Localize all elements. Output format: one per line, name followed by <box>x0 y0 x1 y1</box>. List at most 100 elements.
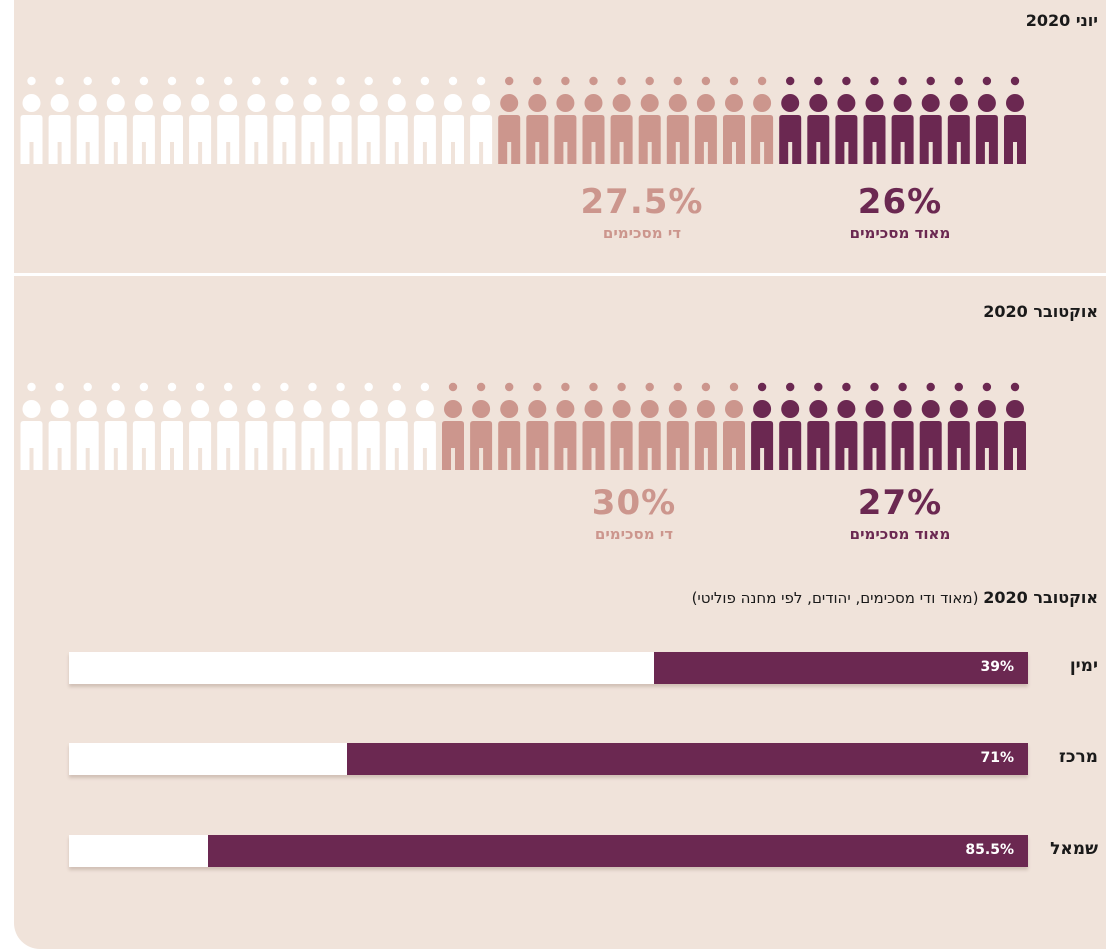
october-person-icon <box>554 382 577 470</box>
june-person-icon <box>413 76 436 164</box>
people-row-october <box>20 382 1026 470</box>
october-person-icon <box>947 382 970 470</box>
june-person-icon <box>779 76 802 164</box>
october-person-icon <box>301 382 324 470</box>
october-person-icon <box>526 382 549 470</box>
very-agree-pct-october: 27% <box>857 483 943 523</box>
june-person-icon <box>919 76 942 164</box>
june-person-icon <box>975 76 998 164</box>
june-person-icon <box>20 76 43 164</box>
october-person-icon <box>161 382 183 470</box>
october-person-icon <box>217 382 240 470</box>
bar-track-right: 39% <box>69 652 1028 684</box>
october-person-icon <box>694 382 717 470</box>
june-person-icon <box>947 76 970 164</box>
june-person-icon <box>751 76 774 164</box>
october-person-icon <box>498 382 521 470</box>
october-person-icon <box>385 382 408 470</box>
people-row-june <box>20 76 1026 164</box>
october-person-icon <box>1004 382 1026 470</box>
june-person-icon <box>245 76 268 164</box>
bars-section-title-note: (מאוד ודי מסכימים, יהודים, לפי מחנה פולי… <box>691 589 979 607</box>
june-person-icon <box>498 76 521 164</box>
somewhat-agree-label-june: די מסכימים <box>602 224 682 242</box>
somewhat-agree-pct-october: 30% <box>591 483 677 523</box>
october-person-icon <box>76 382 99 470</box>
june-person-icon <box>104 76 127 164</box>
june-person-icon <box>638 76 661 164</box>
june-person-icon <box>807 76 830 164</box>
bar-fill-center: 71% <box>347 743 1028 775</box>
october-person-icon <box>470 382 493 470</box>
june-person-icon <box>694 76 717 164</box>
panel-title-june: יוני 2020 <box>1025 11 1098 30</box>
panel-title-october: אוקטובר 2020 <box>983 302 1098 321</box>
october-person-icon <box>919 382 942 470</box>
june-person-icon <box>554 76 577 164</box>
june-person-icon <box>76 76 99 164</box>
june-person-icon <box>217 76 240 164</box>
october-person-icon <box>132 382 155 470</box>
october-person-icon <box>666 382 689 470</box>
october-person-icon <box>638 382 661 470</box>
june-person-icon <box>1004 76 1026 164</box>
october-person-icon <box>413 382 436 470</box>
bar-fill-right: 39% <box>654 652 1028 684</box>
bar-row-right: 39% ימין <box>14 652 1106 686</box>
october-person-icon <box>48 382 71 470</box>
october-person-icon <box>610 382 633 470</box>
october-person-icon <box>807 382 830 470</box>
bar-label-center: מרכז <box>1059 747 1098 767</box>
october-person-icon <box>329 382 352 470</box>
june-person-icon <box>666 76 689 164</box>
october-person-icon <box>891 382 914 470</box>
june-person-icon <box>582 76 605 164</box>
october-person-icon <box>189 382 212 470</box>
bar-value-center: 71% <box>980 750 1014 766</box>
october-person-icon <box>835 382 858 470</box>
october-person-icon <box>442 382 464 470</box>
somewhat-agree-label-october: די מסכימים <box>594 525 674 543</box>
october-person-icon <box>104 382 127 470</box>
june-person-icon <box>891 76 914 164</box>
june-person-icon <box>526 76 549 164</box>
bar-label-left: שמאל <box>1050 839 1098 859</box>
june-person-icon <box>273 76 296 164</box>
very-agree-pct-june: 26% <box>857 182 943 222</box>
very-agree-label-october: מאוד מסכימים <box>849 525 951 543</box>
october-person-icon <box>723 382 745 470</box>
june-person-icon <box>161 76 183 164</box>
october-person-icon <box>863 382 886 470</box>
june-person-icon <box>863 76 886 164</box>
very-agree-stat-october: 27% מאוד מסכימים <box>820 484 980 544</box>
bar-label-right: ימין <box>1069 656 1098 676</box>
june-person-icon <box>329 76 352 164</box>
october-person-icon <box>779 382 802 470</box>
bar-row-left: 85.5% שמאל <box>14 835 1106 869</box>
june-person-icon <box>132 76 155 164</box>
somewhat-agree-stat-october: 30% די מסכימים <box>554 484 714 544</box>
june-person-icon <box>610 76 633 164</box>
june-person-icon <box>301 76 324 164</box>
bars-section-title-date: אוקטובר 2020 <box>983 588 1098 607</box>
bar-value-right: 39% <box>980 659 1014 675</box>
panel-divider <box>14 273 1106 276</box>
bars-section-title: אוקטובר 2020 (מאוד ודי מסכימים, יהודים, … <box>692 588 1098 607</box>
somewhat-agree-stat-june: 27.5% די מסכימים <box>562 183 722 243</box>
october-person-icon <box>357 382 380 470</box>
october-person-icon <box>245 382 268 470</box>
june-person-icon <box>442 76 464 164</box>
october-person-icon <box>20 382 43 470</box>
june-person-icon <box>357 76 380 164</box>
october-person-icon <box>975 382 998 470</box>
october-person-icon <box>273 382 296 470</box>
very-agree-stat-june: 26% מאוד מסכימים <box>820 183 980 243</box>
june-person-icon <box>470 76 493 164</box>
october-person-icon <box>582 382 605 470</box>
bar-track-left: 85.5% <box>69 835 1028 867</box>
june-person-icon <box>385 76 408 164</box>
bar-track-center: 71% <box>69 743 1028 775</box>
bar-fill-left: 85.5% <box>208 835 1028 867</box>
chart-card: יוני 2020 27.5% די מסכימים 26% מאוד מסכי… <box>14 0 1106 949</box>
october-person-icon <box>751 382 774 470</box>
